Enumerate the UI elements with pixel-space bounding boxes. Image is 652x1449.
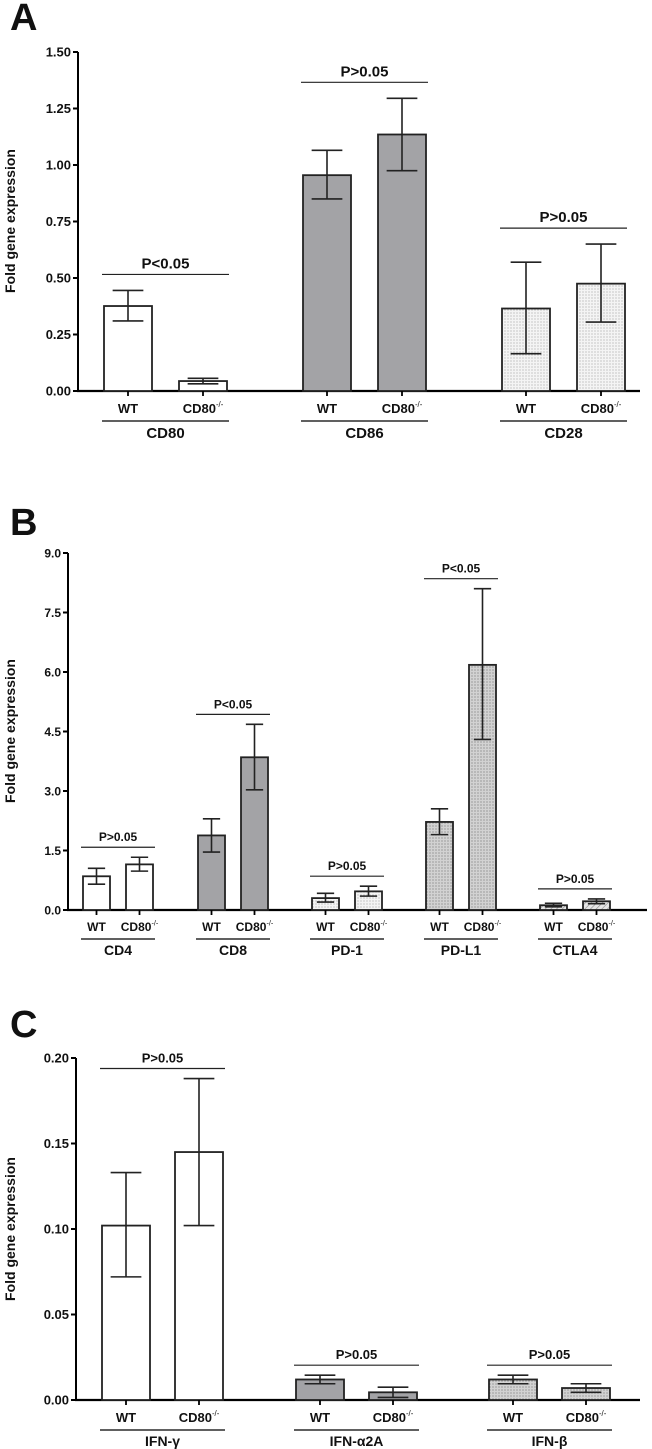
p-value-label: P<0.05 xyxy=(214,697,253,711)
bar xyxy=(377,133,427,392)
y-tick-label: 9.0 xyxy=(44,547,61,561)
x-tick-label: CD80-/- xyxy=(581,400,622,416)
y-tick-label: 3.0 xyxy=(44,785,61,799)
group-CD86: WT CD80-/- CD86 P>0.05 xyxy=(301,63,428,442)
group-label: CD80 xyxy=(146,425,184,442)
group-label: IFN-β xyxy=(532,1433,568,1449)
x-tick-label: CD80-/- xyxy=(183,400,224,416)
group-label: PD-1 xyxy=(331,942,363,958)
panel-A: A Fold gene expression 0.00 0.25 0.50 0.75 1.0… xyxy=(2,0,640,442)
y-tick-label: 0.75 xyxy=(46,214,71,229)
p-value-label: P>0.05 xyxy=(99,830,138,844)
y-tick-label: 4.5 xyxy=(44,725,61,739)
y-tick-label: 1.5 xyxy=(44,844,61,858)
x-tick-label: CD80-/- xyxy=(373,1409,414,1425)
y-axis-label: Fold gene expression xyxy=(2,149,18,293)
y-tick-label: 0.0 xyxy=(44,904,61,918)
x-tick-label: CD80-/- xyxy=(350,919,388,934)
p-value-label: P>0.05 xyxy=(540,209,588,226)
y-tick-label: 1.25 xyxy=(46,101,71,116)
y-tick-label: 0.20 xyxy=(44,1051,69,1066)
y-tick-label: 1.50 xyxy=(46,45,71,60)
y-tick-label: 6.0 xyxy=(44,666,61,680)
y-tick-label: 0.25 xyxy=(46,327,71,342)
group-PD-L1: WT CD80-/- PD-L1 P<0.05 xyxy=(424,562,502,958)
group-PD-1: WT CD80-/- PD-1 P>0.05 xyxy=(310,859,388,958)
group-CD80: WT CD80-/- CD80 P<0.05 xyxy=(102,255,229,442)
x-tick-label: WT xyxy=(87,920,106,934)
panel-letter: C xyxy=(10,1004,37,1046)
y-tick-label: 0.05 xyxy=(44,1307,69,1322)
panel-B: B Fold gene expression 0.0 1.5 3.0 4.5 6.0 7.5 9… xyxy=(2,502,647,958)
y-tick-label: 0.00 xyxy=(44,1393,69,1408)
x-tick-label: WT xyxy=(317,401,337,416)
group-label: IFN-α2A xyxy=(330,1433,384,1449)
y-tick-label: 0.10 xyxy=(44,1222,69,1237)
group-IFN-γ: WT CD80-/- IFN-γ P>0.05 xyxy=(100,1051,225,1449)
x-tick-label: WT xyxy=(116,1410,136,1425)
y-axis-label: Fold gene expression xyxy=(2,1157,18,1301)
group-label: CD8 xyxy=(219,942,247,958)
group-label: CD4 xyxy=(104,942,132,958)
y-tick-label: 1.00 xyxy=(46,158,71,173)
x-tick-label: CD80-/- xyxy=(578,919,616,934)
x-tick-label: WT xyxy=(316,920,335,934)
x-tick-label: WT xyxy=(118,401,138,416)
group-label: CD86 xyxy=(345,425,383,442)
group-CTLA4: WT CD80-/- CTLA4 P>0.05 xyxy=(538,872,616,958)
x-tick-label: CD80-/- xyxy=(236,919,274,934)
y-tick-label: 0.50 xyxy=(46,271,71,286)
y-tick-label: 0.00 xyxy=(46,384,71,399)
p-value-label: P>0.05 xyxy=(328,859,367,873)
group-label: CD28 xyxy=(544,425,582,442)
y-axis-label: Fold gene expression xyxy=(2,659,18,803)
group-label: CTLA4 xyxy=(552,942,597,958)
group-label: PD-L1 xyxy=(441,942,482,958)
group-label: IFN-γ xyxy=(145,1433,180,1449)
x-tick-label: CD80-/- xyxy=(179,1409,220,1425)
bar xyxy=(302,174,352,392)
x-tick-label: WT xyxy=(544,920,563,934)
p-value-label: P>0.05 xyxy=(556,872,595,886)
group-CD28: WT CD80-/- CD28 P>0.05 xyxy=(500,209,627,442)
p-value-label: P<0.05 xyxy=(442,562,481,576)
panel-letter: A xyxy=(10,0,37,39)
x-tick-label: WT xyxy=(310,1410,330,1425)
group-CD4: WT CD80-/- CD4 P>0.05 xyxy=(81,830,159,958)
y-tick-label: 0.15 xyxy=(44,1136,69,1151)
x-tick-label: WT xyxy=(503,1410,523,1425)
x-tick-label: CD80-/- xyxy=(121,919,159,934)
bar xyxy=(125,863,154,911)
group-IFN-α2A: WT CD80-/- IFN-α2A P>0.05 xyxy=(294,1347,419,1449)
x-tick-label: CD80-/- xyxy=(382,400,423,416)
x-tick-label: WT xyxy=(202,920,221,934)
group-IFN-β: WT CD80-/- IFN-β P>0.05 xyxy=(487,1347,612,1449)
group-CD8: WT CD80-/- CD8 P<0.05 xyxy=(196,697,274,958)
p-value-label: P<0.05 xyxy=(142,255,190,272)
panel-letter: B xyxy=(10,502,37,544)
x-tick-label: CD80-/- xyxy=(464,919,502,934)
p-value-label: P>0.05 xyxy=(336,1347,378,1362)
p-value-label: P>0.05 xyxy=(529,1347,571,1362)
x-tick-label: CD80-/- xyxy=(566,1409,607,1425)
y-tick-label: 7.5 xyxy=(44,606,61,620)
p-value-label: P>0.05 xyxy=(341,63,389,80)
x-tick-label: WT xyxy=(430,920,449,934)
x-tick-label: WT xyxy=(516,401,536,416)
panel-C: C Fold gene expression 0.00 0.05 0.10 0.15 0.2… xyxy=(2,1004,640,1449)
p-value-label: P>0.05 xyxy=(142,1051,184,1066)
